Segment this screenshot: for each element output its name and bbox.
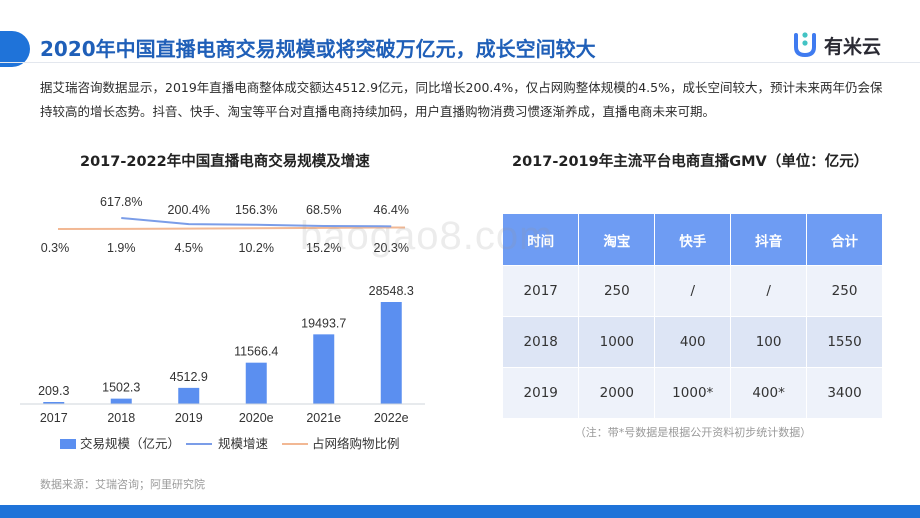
table-cell: 2019	[503, 367, 580, 419]
table-cell: 2017	[503, 265, 580, 317]
bar-value-label: 209.3	[38, 384, 69, 398]
x-tick-label: 2017	[40, 411, 68, 425]
table-header-row: 时间 淘宝 快手 抖音 合计	[503, 214, 883, 266]
x-tick-label: 2018	[107, 411, 135, 425]
table-row: 2019 2000 1000* 400* 3400	[503, 367, 883, 419]
table-row: 2018 1000 400 100 1550	[503, 316, 883, 368]
bar	[43, 402, 65, 404]
bar	[380, 302, 402, 404]
column-header: 淘宝	[578, 214, 656, 266]
growth-value-label: 68.5%	[306, 203, 341, 217]
bar-value-label: 28548.3	[369, 284, 414, 298]
table-cell: 1000	[578, 316, 656, 368]
share-value-label: 10.2%	[239, 241, 274, 255]
page-title: 2020年中国直播电商交易规模或将突破万亿元，成长空间较大	[40, 37, 596, 61]
data-source: 数据来源：艾瑞咨询；阿里研究院	[40, 478, 205, 491]
column-header: 快手	[654, 214, 732, 266]
table-cell: 2018	[503, 316, 580, 368]
gmv-table: 时间 淘宝 快手 抖音 合计 2017 250 / / 250 2018 100…	[503, 214, 883, 419]
x-tick-label: 2022e	[374, 411, 409, 425]
x-tick-label: 2019	[175, 411, 203, 425]
table-cell: 1000*	[654, 367, 732, 419]
bar	[313, 334, 335, 404]
table-cell: 400	[654, 316, 732, 368]
bar-value-label: 11566.4	[234, 345, 278, 359]
growth-value-label: 156.3%	[235, 203, 277, 217]
column-header: 抖音	[730, 214, 808, 266]
bar	[178, 387, 200, 404]
legend-label-bars: 交易规模（亿元）	[80, 436, 180, 451]
summary-paragraph: 据艾瑞咨询数据显示，2019年直播电商整体成交额达4512.9亿元，同比增长20…	[40, 80, 883, 119]
title-accent-tab	[0, 31, 30, 67]
column-header: 时间	[503, 214, 580, 266]
bar-value-label: 1502.3	[102, 381, 140, 395]
bar	[110, 398, 132, 404]
bar-value-label: 4512.9	[170, 370, 208, 384]
share-value-label: 4.5%	[175, 241, 204, 255]
legend-label-growth: 规模增速	[218, 436, 269, 451]
table-cell: /	[654, 265, 732, 317]
table-cell: 400*	[730, 367, 808, 419]
growth-value-label: 46.4%	[374, 203, 409, 217]
table-cell: 3400	[806, 367, 883, 419]
share-line	[57, 226, 405, 230]
legend-swatch-bars	[60, 439, 76, 449]
x-tick-label: 2020e	[239, 411, 274, 425]
growth-value-label: 617.8%	[100, 195, 142, 209]
header-divider	[0, 62, 920, 63]
bar	[245, 362, 267, 404]
x-tick-label: 2021e	[306, 411, 341, 425]
logo-text: 有米云	[824, 35, 882, 58]
bar-value-label: 19493.7	[301, 316, 346, 330]
share-value-label: 0.3%	[41, 241, 70, 255]
logo-icon	[794, 32, 816, 58]
table-row: 2017 250 / / 250	[503, 265, 883, 317]
table-cell: 2000	[578, 367, 656, 419]
table-cell: 1550	[806, 316, 883, 368]
chart-title: 2017-2022年中国直播电商交易规模及增速	[80, 154, 370, 170]
bottom-bar	[0, 505, 920, 518]
share-value-label: 1.9%	[107, 241, 136, 255]
table-title: 2017-2019年主流平台电商直播GMV（单位：亿元）	[512, 154, 869, 170]
table-note: （注：带*号数据是根据公开资料初步统计数据）	[574, 426, 812, 439]
growth-line	[121, 217, 392, 228]
growth-value-label: 200.4%	[168, 203, 210, 217]
logo: 有米云	[792, 30, 881, 60]
column-header: 合计	[806, 214, 883, 266]
table-cell: 100	[730, 316, 808, 368]
table-cell: 250	[578, 265, 656, 317]
growth-chart: 209.3 1502.3 4512.9 11566.4 19493.7 28548.3 20…	[20, 195, 425, 451]
share-value-label: 20.3%	[374, 241, 409, 255]
table-cell: 250	[806, 265, 883, 317]
watermark: baogao8.com	[300, 214, 554, 258]
legend-label-share: 占网络购物比例	[312, 436, 400, 451]
table-cell: /	[730, 265, 808, 317]
share-value-label: 15.2%	[306, 241, 341, 255]
